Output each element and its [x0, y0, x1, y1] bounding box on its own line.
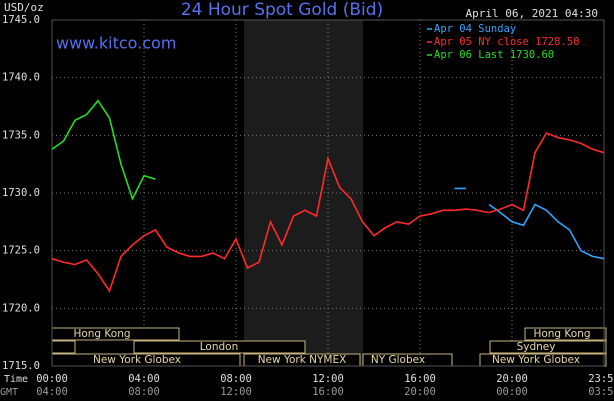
legend-entry: Apr 04 Sunday: [434, 23, 516, 35]
plot-frame: [51, 19, 605, 367]
x-tick-label: 12:00: [312, 373, 344, 385]
series-line: [454, 187, 605, 260]
session-box: [489, 340, 607, 354]
sessions: Hong Kong Hong Kong London Sydney New Yo…: [51, 327, 607, 367]
y-tick-label: 1730.0: [2, 187, 40, 199]
chart-title: 24 Hour Spot Gold (Bid): [181, 0, 383, 20]
y-tick-label: 1725.0: [2, 245, 40, 257]
x2-tick-label: 20:00: [404, 386, 436, 398]
session-label: NY Globex: [371, 354, 425, 366]
y-tick-label: 1735.0: [2, 129, 40, 141]
y-tick-label: 1740.0: [2, 72, 40, 84]
x2-tick-label: 12:00: [220, 386, 252, 398]
x-tick-label: 00:00: [36, 373, 68, 385]
website: www.kitco.com: [56, 34, 176, 53]
y-tick-label: 1720.0: [2, 302, 40, 314]
session-label: New York Globex: [492, 354, 580, 366]
x2-tick-label: 03:59: [588, 386, 614, 398]
y-tick-label: 1715.0: [2, 360, 40, 372]
timestamp: April 06, 2021 04:30: [466, 7, 598, 20]
session-label: New York NYMEX: [258, 354, 347, 366]
nymex-shade: [244, 20, 363, 366]
legend-entry: Apr 05 NY close 1728.50: [434, 36, 579, 48]
session-label: New York Globex: [93, 354, 181, 366]
x2-tick-label: 16:00: [312, 386, 344, 398]
series-line: [51, 99, 156, 201]
session-label: Sydney: [517, 341, 556, 353]
session-box: [133, 340, 306, 354]
x-tick-label: 20:00: [496, 373, 528, 385]
x2-axis-label: GMT: [0, 387, 18, 398]
x-tick-label: 04:00: [128, 373, 160, 385]
x2-tick-label: 00:00: [496, 386, 528, 398]
x-tick-label: 23:59: [588, 373, 614, 385]
session-label: Hong Kong: [533, 328, 590, 340]
session-box: [51, 340, 76, 354]
legend-entry: Apr 06 Last 1730.60: [434, 49, 554, 61]
unit-label: USD/oz: [4, 1, 44, 14]
session-label: Hong Kong: [73, 328, 130, 340]
series-line: [51, 132, 605, 293]
x2-tick-label: 08:00: [128, 386, 160, 398]
x-tick-label: 08:00: [220, 373, 252, 385]
x-tick-label: 16:00: [404, 373, 436, 385]
session-label: London: [200, 341, 239, 353]
session-box: [524, 327, 607, 341]
x2-tick-label: 04:00: [36, 386, 68, 398]
y-tick-label: 1745.0: [2, 14, 40, 26]
x-axis-label: Time: [4, 374, 28, 385]
